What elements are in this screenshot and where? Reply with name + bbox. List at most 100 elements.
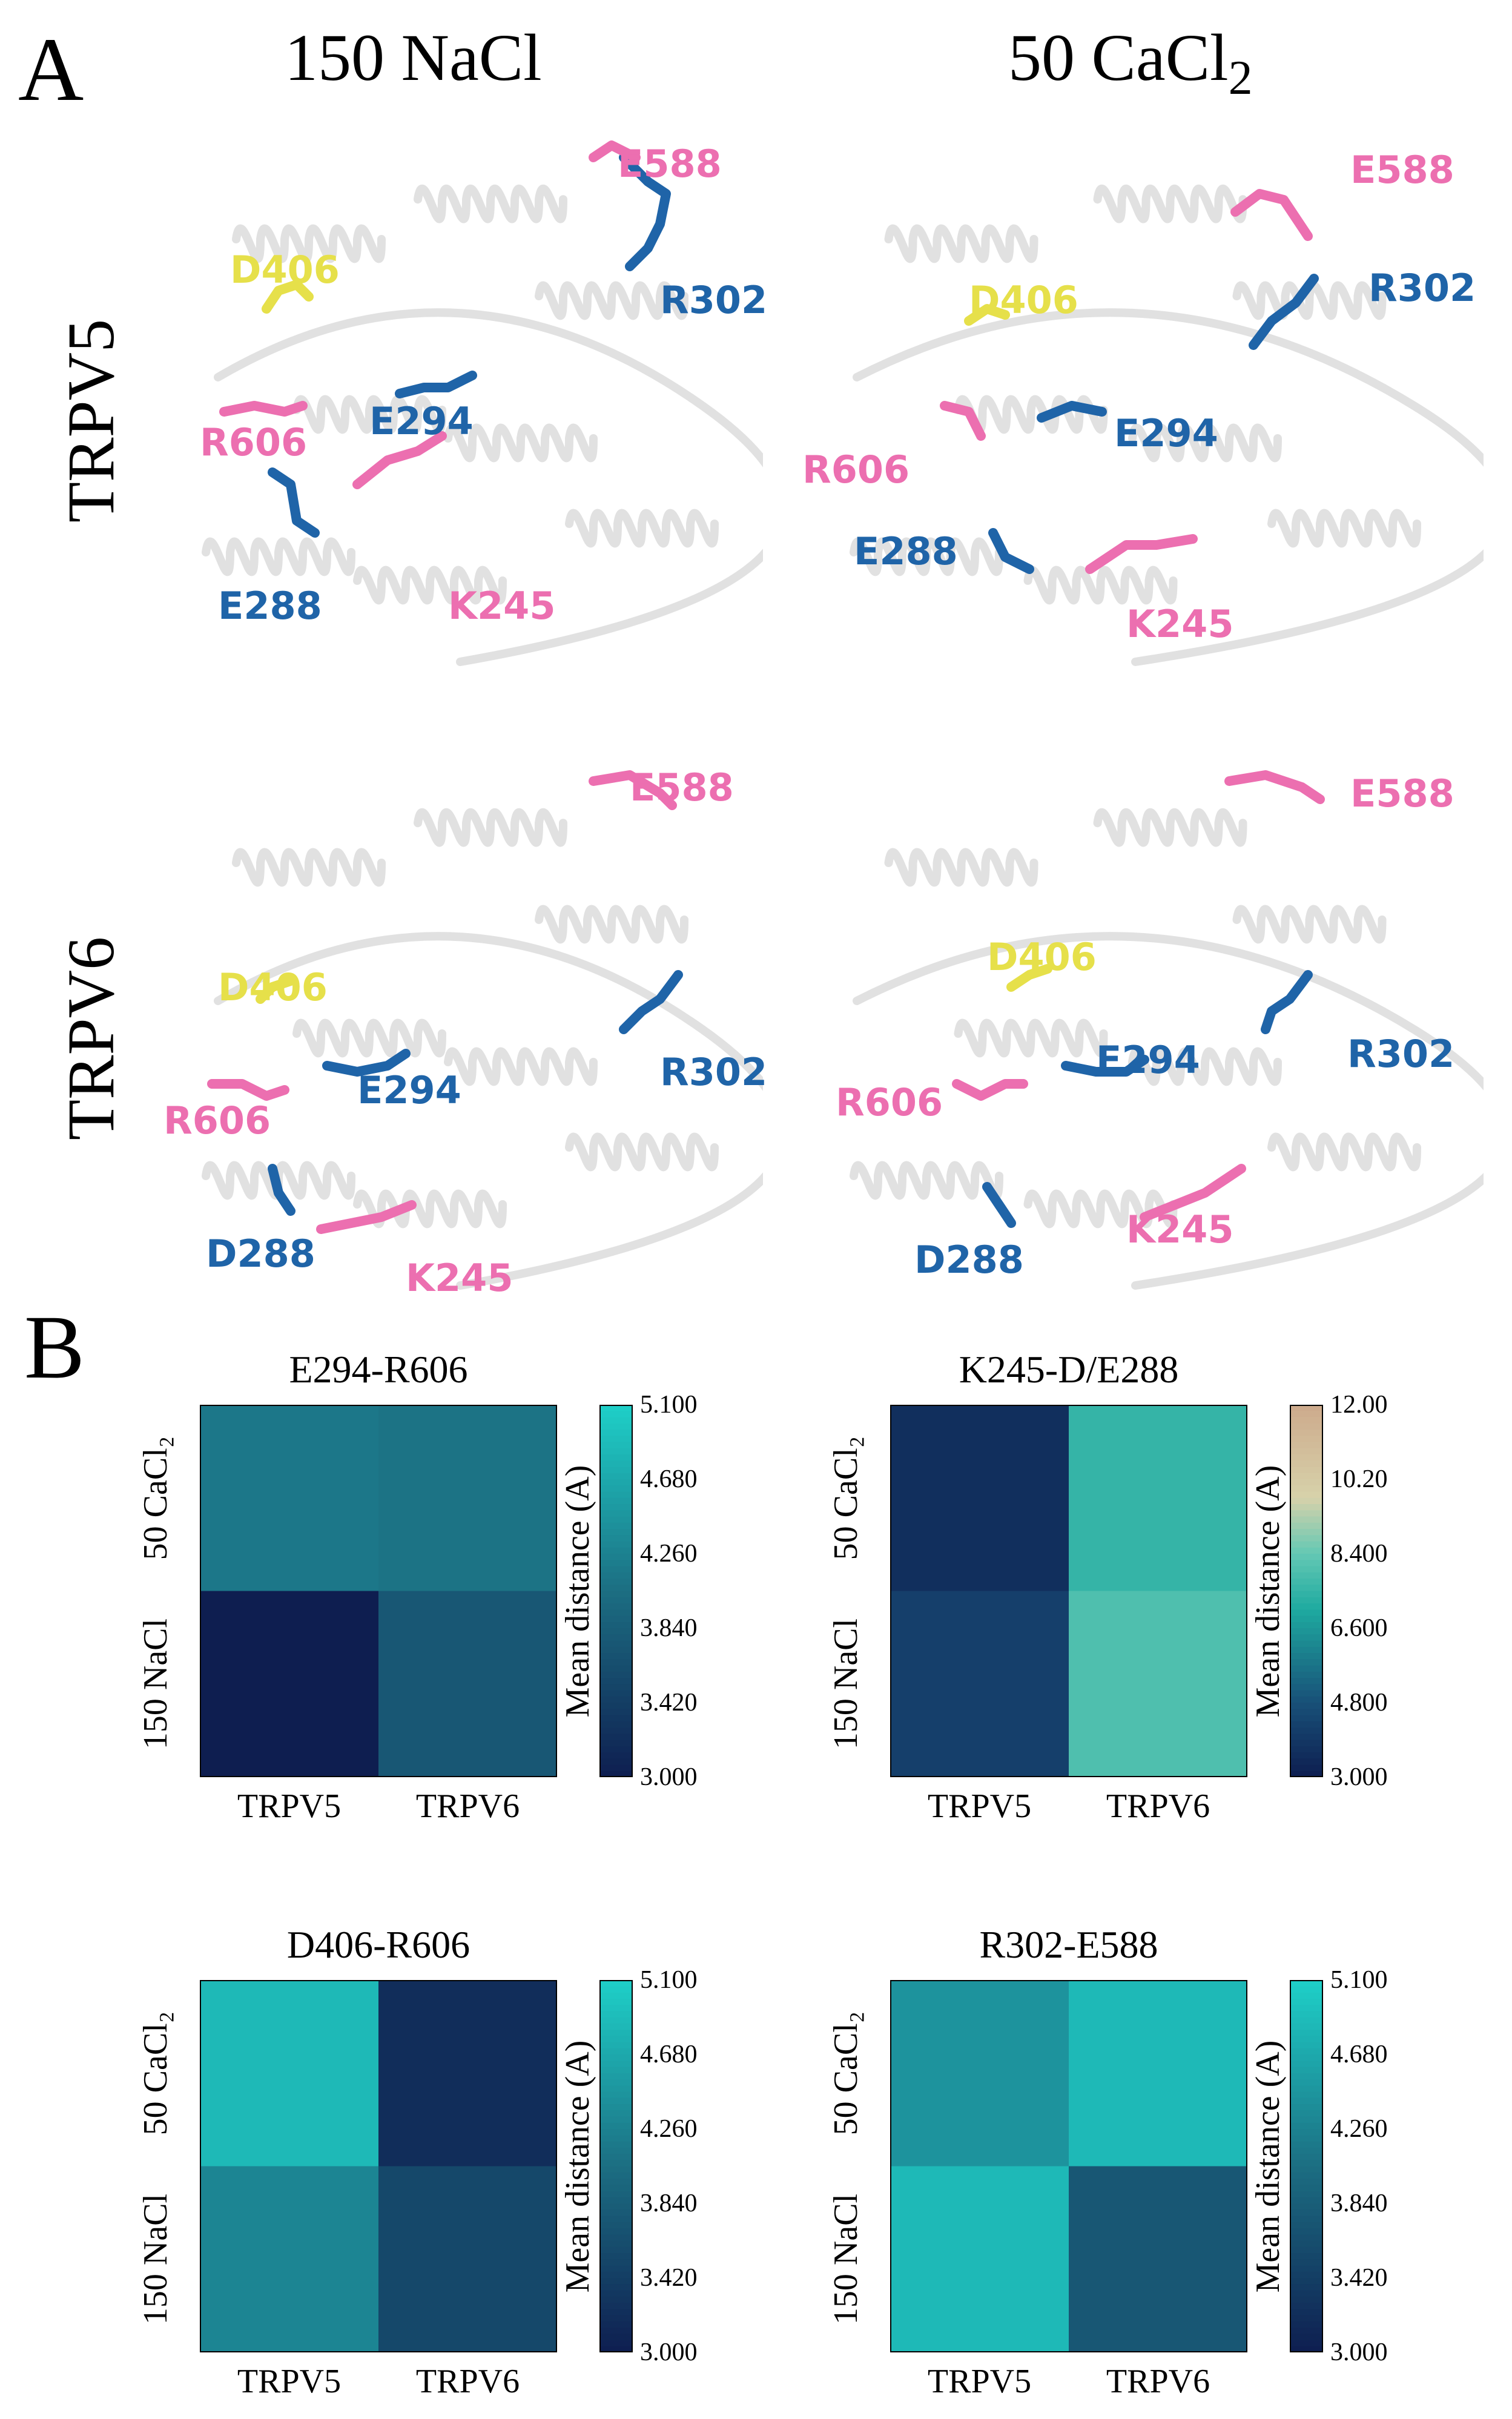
heatmap-k245-d-e288: K245-D/E288 50 CaCl₂ 150 NaCl TRPV5 TRPV6 12.…	[799, 1350, 1496, 1835]
helix-ribbon	[232, 848, 386, 887]
colorbar-segment	[1290, 1690, 1323, 1697]
colorbar-segment	[1290, 1771, 1323, 1777]
heatmap-x-tick-label: TRPV5	[237, 1787, 342, 1825]
colorbar-segment	[599, 1436, 633, 1443]
heatmap-x-tick-label: TRPV6	[415, 2363, 520, 2400]
colorbar-segment	[599, 1715, 633, 1722]
residue-label-r302: R302	[660, 278, 768, 322]
colorbar-segment	[599, 1522, 633, 1530]
colorbar-segment	[599, 2234, 633, 2242]
colorbar-segment	[599, 2067, 633, 2074]
colorbar-segment	[1290, 2296, 1323, 2303]
colorbar-segment	[1290, 1696, 1323, 1703]
colorbar-tick-label: 4.680	[1330, 2041, 1388, 2068]
colorbar-segment	[1290, 1740, 1323, 1747]
colorbar-segment	[1290, 1516, 1323, 1523]
colorbar-label: Mean distance (A)	[1249, 2040, 1287, 2292]
colorbar-segment	[1290, 1448, 1323, 1455]
colorbar-segment	[1290, 2017, 1323, 2024]
colorbar-segment	[599, 2011, 633, 2018]
colorbar	[1290, 1405, 1323, 1777]
colorbar-segment	[599, 2116, 633, 2124]
heatmap-y-tick-label: 150 NaCl	[137, 1619, 174, 1750]
colorbar-segment	[599, 1547, 633, 1554]
colorbar-segment	[599, 2246, 633, 2254]
colorbar-segment	[599, 1659, 633, 1666]
heatmap-x-tick-label: TRPV6	[415, 1787, 520, 1825]
colorbar-segment	[599, 2309, 633, 2316]
colorbar-segment	[1290, 1510, 1323, 1517]
colorbar-segment	[599, 1405, 633, 1412]
colorbar-segment	[599, 1703, 633, 1710]
residue-label-r302: R302	[1368, 266, 1476, 310]
colorbar-segment	[599, 2228, 633, 2236]
helix-ribbon	[954, 1018, 1108, 1058]
helix-ribbon	[1267, 1132, 1421, 1172]
colorbar-segment	[599, 1646, 633, 1654]
colorbar-segment	[599, 2179, 633, 2186]
colorbar-segment	[599, 1734, 633, 1741]
colorbar-segment	[1290, 2309, 1323, 2316]
colorbar-frame	[599, 1980, 633, 2352]
residue-stick	[988, 528, 1034, 574]
colorbar-segment	[599, 1992, 633, 1999]
heatmap-grid	[890, 1405, 1247, 1777]
colorbar-segment	[1290, 1579, 1323, 1586]
colorbar-segment	[599, 2185, 633, 2192]
colorbar-segment	[599, 1430, 633, 1437]
colorbar-label: Mean distance (A)	[559, 1465, 596, 1717]
helix-ribbon	[1232, 281, 1387, 320]
heatmap-title: R302-E588	[979, 1923, 1158, 1966]
colorbar-segment	[1290, 2179, 1323, 2186]
heatmap-title: D406-R606	[286, 1923, 470, 1966]
column-title-nacl: 150 NaCl	[285, 21, 542, 94]
colorbar-segment	[1290, 1653, 1323, 1660]
colorbar-segment	[1290, 1640, 1323, 1648]
colorbar-segment	[599, 1473, 633, 1480]
heatmap-r302-e588: R302-E588 50 CaCl₂ 150 NaCl TRPV5 TRPV6 5.100…	[799, 1926, 1496, 2410]
colorbar-segment	[599, 2340, 633, 2347]
colorbar-segment	[1290, 1566, 1323, 1573]
colorbar-segment	[599, 2290, 633, 2297]
colorbar	[599, 1405, 633, 1777]
colorbar-segment	[599, 1554, 633, 1561]
colorbar-frame	[599, 1405, 633, 1777]
colorbar-tick-label: 3.000	[1330, 1763, 1388, 1791]
colorbar-segment	[1290, 2284, 1323, 2291]
residue-label-r302: R302	[660, 1050, 768, 1094]
helix-ribbon	[1232, 905, 1387, 944]
colorbar-segment	[1290, 1504, 1323, 1511]
protein-ribbon-cartoon	[850, 184, 1484, 666]
residue-label-d406: D406	[218, 965, 328, 1009]
heatmap-y-tick-label: 150 NaCl	[827, 1619, 865, 1750]
helix-ribbons	[850, 184, 1484, 666]
colorbar-segment	[1290, 2085, 1323, 2093]
colorbar-segment	[1290, 2097, 1323, 2105]
heatmap-cell	[200, 1405, 378, 1591]
colorbar-segment	[599, 1684, 633, 1691]
colorbar-segment	[599, 2216, 633, 2223]
colorbar-segment	[599, 1615, 633, 1623]
colorbar-segment	[599, 1622, 633, 1629]
colorbar-segment	[1290, 2191, 1323, 2198]
colorbar-segment	[1290, 2160, 1323, 2167]
colorbar-segment	[599, 2321, 633, 2328]
colorbar-segment	[1290, 1721, 1323, 1728]
colorbar-segment	[599, 2141, 633, 2148]
helix-ribbon	[535, 905, 688, 944]
colorbar-segment	[599, 2091, 633, 2099]
colorbar-segment	[599, 2315, 633, 2322]
heatmap-x-tick-label: TRPV6	[1106, 1787, 1210, 1825]
colorbar-tick-label: 4.260	[1330, 2115, 1388, 2143]
colorbar-segment	[1290, 1659, 1323, 1666]
heatmap-cell	[378, 1591, 557, 1777]
column-title-cacl2-text: 50 CaCl	[1008, 21, 1229, 94]
colorbar-segment	[599, 1460, 633, 1468]
colorbar-segment	[1290, 1491, 1323, 1499]
colorbar-segment	[599, 1709, 633, 1716]
colorbar-segment	[1290, 2048, 1323, 2055]
heatmap-cell	[378, 1980, 557, 2167]
colorbar-segment	[1290, 1535, 1323, 1542]
colorbar-segment	[1290, 2154, 1323, 2161]
colorbar-segment	[1290, 2073, 1323, 2080]
